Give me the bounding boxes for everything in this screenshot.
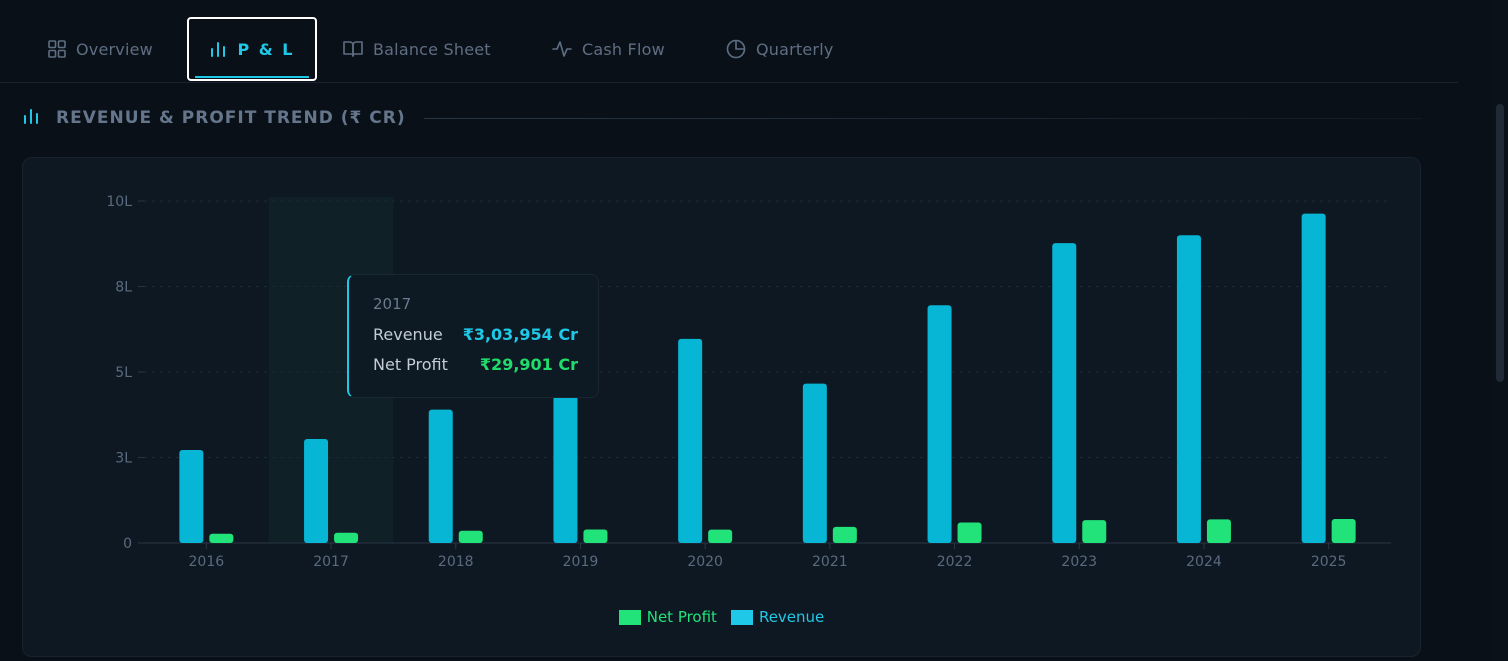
x-tick-label: 2023 <box>1061 554 1097 570</box>
x-tick-label: 2024 <box>1186 554 1222 570</box>
chart-legend: Net Profit Revenue <box>23 608 1420 626</box>
section-header: REVENUE & PROFIT TREND (₹ CR) <box>22 104 1422 132</box>
tab-overview-label: Overview <box>76 39 153 59</box>
x-tick-label: 2018 <box>438 554 474 570</box>
revenue-bar <box>553 395 578 543</box>
revenue-bar <box>802 383 827 543</box>
tab-pnl[interactable]: P & L <box>187 17 317 81</box>
net-profit-bar <box>1206 519 1231 543</box>
x-tick-label: 2022 <box>937 554 973 570</box>
bar-chart-icon <box>209 40 227 58</box>
x-tick-label: 2019 <box>563 554 599 570</box>
chart-card: 0 3L 5L 8L 10L 2016 2017 2018 2019 2020 2021 2022 20… <box>22 157 1421 657</box>
tooltip-profit-row: Net Profit ₹29,901 Cr <box>373 355 578 374</box>
net-profit-bar <box>334 532 359 543</box>
pie-icon <box>726 39 746 59</box>
section-divider <box>423 117 1422 119</box>
legend-item-revenue[interactable]: Revenue <box>730 608 825 626</box>
x-tick-label: 2021 <box>812 554 848 570</box>
revenue-bar <box>428 409 453 543</box>
x-tick-label: 2020 <box>687 554 723 570</box>
tooltip-year: 2017 <box>373 295 412 313</box>
tooltip-profit-value: ₹29,901 Cr <box>479 355 578 374</box>
pulse-icon <box>552 40 572 58</box>
book-icon <box>343 40 363 58</box>
revenue-profit-chart[interactable]: 0 3L 5L 8L 10L 2016 2017 2018 2019 2020 2021 2022 20… <box>23 158 1420 656</box>
tab-cash-flow[interactable]: Cash Flow <box>552 17 665 81</box>
revenue-bar <box>1176 235 1201 543</box>
revenue-bar <box>304 439 329 543</box>
x-tick-label: 2017 <box>313 554 349 570</box>
x-tick-label: 2025 <box>1311 554 1347 570</box>
tooltip-revenue-label: Revenue <box>373 325 443 344</box>
net-profit-bar <box>1082 520 1107 543</box>
net-profit-bar <box>458 530 483 543</box>
tab-bar: Overview P & L Balance Sheet Cash Flow <box>0 0 1458 83</box>
net-profit-bar <box>832 526 857 543</box>
tooltip-profit-label: Net Profit <box>373 355 448 374</box>
scrollbar-thumb[interactable] <box>1496 104 1504 382</box>
tab-overview[interactable]: Overview <box>48 17 153 81</box>
y-tick-label: 5L <box>115 365 132 381</box>
y-tick-label: 8L <box>115 280 132 296</box>
revenue-bar <box>1301 213 1326 543</box>
section-title: REVENUE & PROFIT TREND (₹ CR) <box>56 108 406 128</box>
net-profit-bar <box>209 533 234 543</box>
tab-balance-sheet[interactable]: Balance Sheet <box>343 17 491 81</box>
x-tick-label: 2016 <box>189 554 225 570</box>
legend-swatch-revenue <box>730 609 753 625</box>
revenue-bar <box>179 449 204 543</box>
legend-label-revenue: Revenue <box>758 608 825 626</box>
net-profit-bar <box>1331 519 1356 543</box>
chart-tooltip: 2017 Revenue ₹3,03,954 Cr Net Profit ₹29… <box>347 274 599 398</box>
bar-chart-icon <box>22 107 40 129</box>
revenue-bar <box>678 338 703 543</box>
grid-icon <box>48 40 66 58</box>
legend-label-net-profit: Net Profit <box>646 608 717 626</box>
tab-quarterly[interactable]: Quarterly <box>726 17 834 81</box>
revenue-bar <box>1052 243 1077 543</box>
tab-pnl-label: P & L <box>237 39 295 59</box>
tab-balance-sheet-label: Balance Sheet <box>373 39 491 59</box>
tooltip-revenue-row: Revenue ₹3,03,954 Cr <box>373 325 578 344</box>
net-profit-bar <box>957 522 982 543</box>
tooltip-revenue-value: ₹3,03,954 Cr <box>462 325 578 344</box>
legend-swatch-net-profit <box>618 609 641 625</box>
y-tick-label: 10L <box>106 194 132 210</box>
tab-quarterly-label: Quarterly <box>756 39 834 59</box>
net-profit-bar <box>708 529 733 543</box>
tab-cash-flow-label: Cash Flow <box>582 39 665 59</box>
y-tick-label: 3L <box>115 451 132 467</box>
net-profit-bar <box>583 529 608 543</box>
revenue-bar <box>927 305 952 543</box>
y-tick-label: 0 <box>123 536 132 552</box>
legend-item-net-profit[interactable]: Net Profit <box>618 608 717 626</box>
